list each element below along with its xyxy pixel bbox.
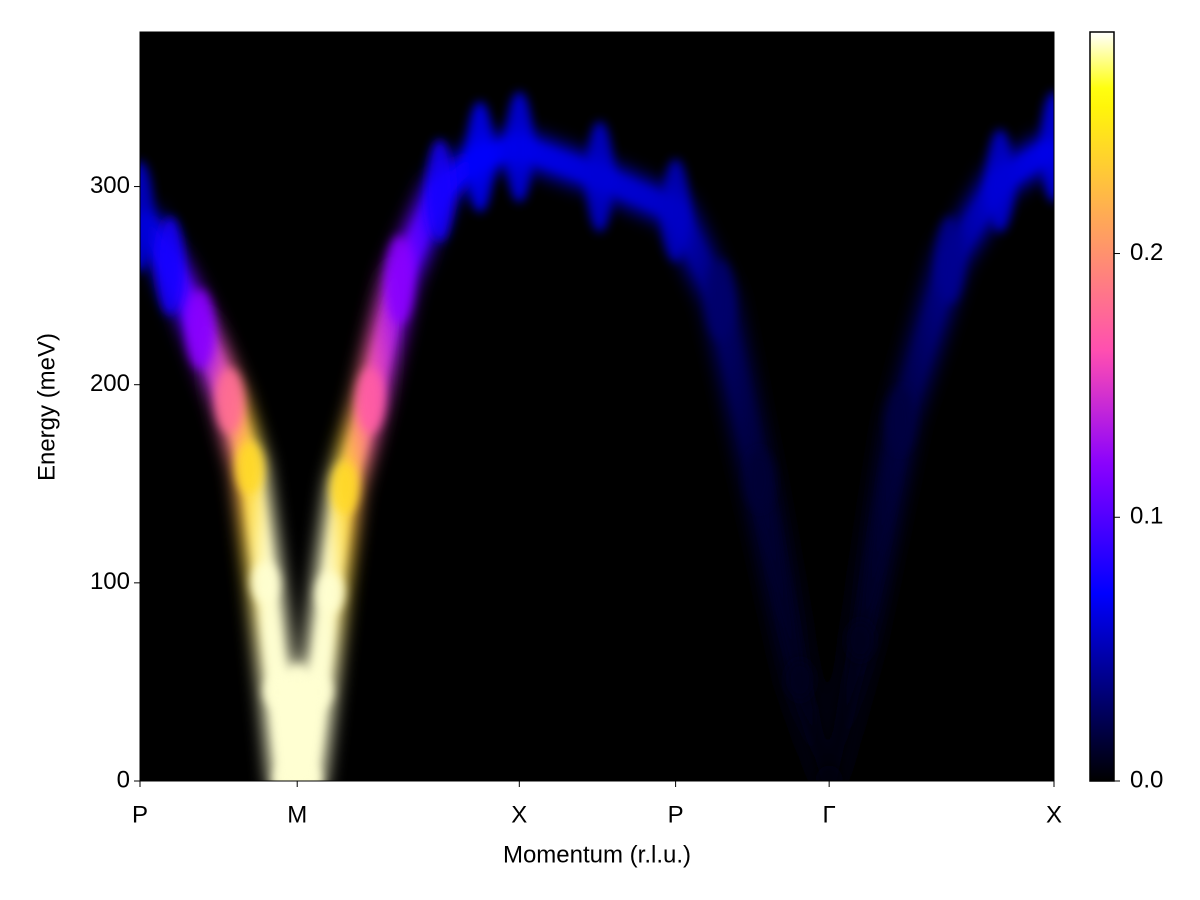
intensity-spot [140, 160, 154, 272]
y-tick-label: 0 [117, 766, 130, 793]
intensity-spot [356, 368, 385, 433]
intensity-spot [986, 129, 1015, 233]
intensity-spot [661, 158, 690, 262]
intensity-spot [846, 620, 875, 661]
intensity-spot [785, 660, 814, 700]
colorbar-tick-label: 0.0 [1130, 766, 1163, 793]
intensity-spot [304, 675, 333, 708]
intensity-spot [585, 121, 614, 233]
x-tick-label: P [668, 801, 684, 828]
intensity-spot [745, 450, 774, 510]
intensity-spot [251, 563, 280, 603]
intensity-spot [1040, 91, 1054, 203]
y-tick-label: 300 [90, 172, 130, 199]
x-axis-label: Momentum (r.l.u.) [503, 841, 691, 868]
y-tick-label: 200 [90, 370, 130, 397]
x-tick-label: M [287, 801, 307, 828]
x-tick-label: Γ [823, 801, 836, 828]
intensity-spot [293, 765, 322, 781]
intensity-spot [706, 259, 735, 340]
x-tick-label: X [1046, 801, 1062, 828]
intensity-spot [385, 236, 414, 324]
plot-frame [139, 31, 1055, 782]
x-tick-label: X [511, 801, 527, 828]
colorbar-tick-label: 0.2 [1130, 239, 1163, 266]
intensity-spot [215, 368, 244, 433]
intensity-spot [156, 216, 185, 316]
colorbar [1089, 31, 1115, 782]
intensity-spot [316, 572, 345, 613]
intensity-spot [466, 101, 495, 213]
intensity-spot [235, 442, 264, 494]
intensity-spot [186, 289, 215, 369]
intensity-spot [425, 139, 454, 243]
intensity-spot [815, 765, 844, 781]
y-tick-label: 100 [90, 568, 130, 595]
intensity-spot [283, 666, 312, 698]
intensity-spot [505, 91, 534, 203]
intensity-spot [935, 216, 964, 304]
x-tick-label: P [132, 801, 148, 828]
heatmap [140, 91, 1054, 781]
intensity-spot [886, 388, 915, 453]
colorbar-tick-label: 0.1 [1130, 503, 1163, 530]
y-axis-label: Energy (meV) [33, 333, 60, 481]
intensity-spot [330, 461, 359, 514]
